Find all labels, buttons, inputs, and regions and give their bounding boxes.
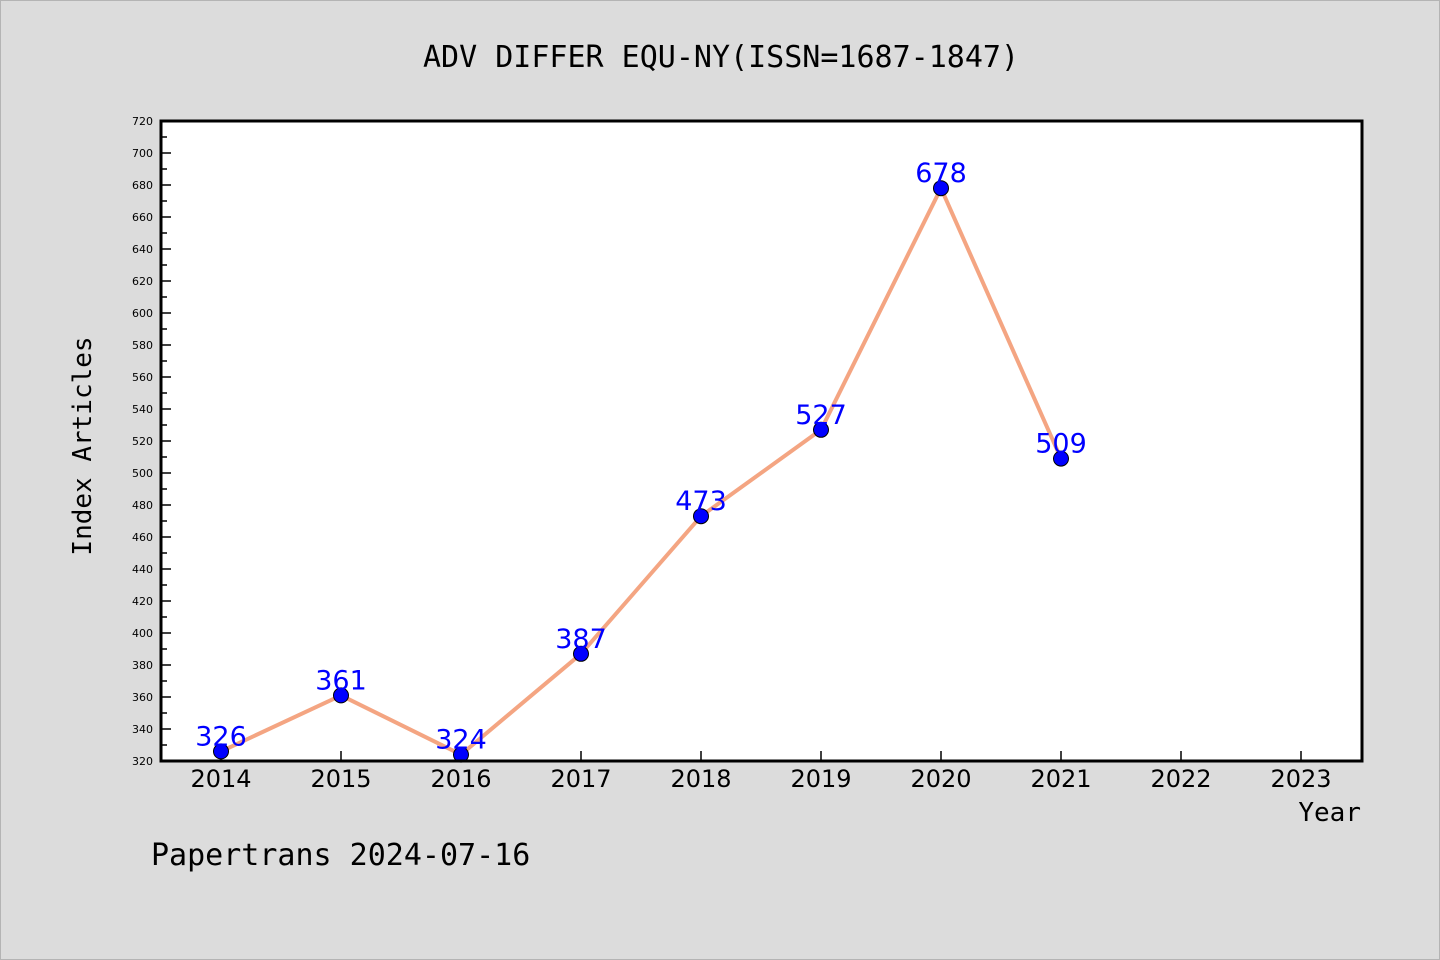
y-tick-label: 420	[132, 595, 153, 608]
x-axis: 2014 2015 2016 2017 2018 2019 2020 2021 2022 2023	[190, 751, 1332, 793]
y-tick-label: 400	[132, 627, 153, 640]
plot-frame	[159, 119, 1364, 763]
series-layer: 326 361 324 387 473 527 678 509	[195, 158, 1087, 763]
x-tick-label: 2020	[910, 765, 971, 793]
data-label: 527	[795, 400, 847, 431]
x-tick-label: 2018	[670, 765, 731, 793]
y-tick-label: 360	[132, 691, 153, 704]
y-tick-label: 440	[132, 563, 153, 576]
data-label: 678	[915, 158, 967, 189]
data-point	[933, 180, 949, 197]
y-tick-label: 320	[132, 755, 153, 768]
x-tick-label: 2023	[1270, 765, 1331, 793]
y-tick-label: 380	[132, 659, 153, 672]
y-tick-label: 540	[132, 403, 153, 416]
y-tick-label: 600	[132, 307, 153, 320]
y-axis-label: Index Articles	[68, 336, 98, 555]
plot-area	[161, 121, 1362, 761]
data-label: 326	[195, 721, 247, 752]
y-tick-label: 480	[132, 499, 153, 512]
x-tick-label: 2015	[310, 765, 371, 793]
y-tick-label: 500	[132, 467, 153, 480]
x-tick-label: 2017	[550, 765, 611, 793]
y-tick-label: 620	[132, 275, 153, 288]
data-point	[333, 687, 349, 704]
data-point	[573, 645, 589, 662]
x-tick-label: 2014	[190, 765, 251, 793]
data-label: 509	[1035, 429, 1087, 460]
y-tick-label: 520	[132, 435, 153, 448]
y-tick-label: 640	[132, 243, 153, 256]
y-tick-label: 720	[132, 115, 153, 128]
y-tick-label: 460	[132, 531, 153, 544]
y-tick-label: 700	[132, 147, 153, 160]
x-tick-label: 2016	[430, 765, 491, 793]
y-tick-label: 660	[132, 211, 153, 224]
series-line	[219, 186, 1063, 757]
x-axis-label: Year	[1298, 798, 1361, 828]
data-point	[693, 508, 709, 525]
data-label: 361	[315, 665, 367, 696]
chart-title: ADV DIFFER EQU-NY(ISSN=1687-1847)	[423, 40, 1019, 75]
y-tick-label: 580	[132, 339, 153, 352]
data-point	[213, 743, 229, 760]
data-point	[813, 421, 829, 438]
data-point	[1053, 450, 1069, 467]
x-tick-label: 2021	[1030, 765, 1091, 793]
data-label: 387	[555, 624, 607, 655]
y-tick-label: 560	[132, 371, 153, 384]
data-label: 473	[675, 486, 727, 517]
x-tick-label: 2019	[790, 765, 851, 793]
y-tick-label: 680	[132, 179, 153, 192]
x-tick-label: 2022	[1150, 765, 1211, 793]
y-axis: 320 340 360 380 400 420 440 460 480 500 520 540 560 5…	[132, 115, 171, 768]
data-label: 324	[435, 725, 487, 756]
footer-credit: Papertrans 2024-07-16	[151, 838, 530, 873]
y-tick-label: 340	[132, 723, 153, 736]
